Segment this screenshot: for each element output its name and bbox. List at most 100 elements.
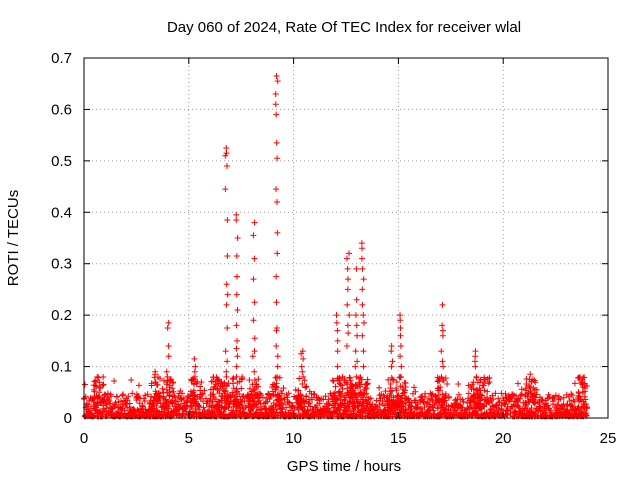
data-point [351, 390, 358, 397]
data-point [100, 381, 107, 388]
data-point [363, 398, 370, 405]
data-point [397, 343, 404, 349]
data-point [129, 390, 136, 397]
data-point [272, 101, 279, 108]
data-point [341, 404, 348, 411]
data-point [352, 363, 359, 370]
data-point [530, 385, 537, 392]
data-point [320, 396, 327, 403]
data-point [354, 358, 361, 365]
data-point [170, 388, 177, 395]
data-point [91, 378, 98, 385]
data-point [210, 385, 217, 392]
data-point [439, 391, 446, 398]
data-point [358, 403, 365, 410]
data-point [221, 400, 228, 407]
data-point [337, 400, 344, 407]
data-point [435, 387, 442, 394]
data-point [199, 390, 206, 397]
data-point [224, 392, 231, 399]
data-point [421, 404, 428, 411]
data-point [144, 391, 151, 398]
data-point [91, 393, 98, 400]
data-point [479, 382, 486, 389]
data-point [412, 388, 419, 395]
data-point [477, 392, 484, 399]
data-point [490, 396, 497, 403]
data-point [473, 399, 480, 406]
data-point [411, 384, 418, 391]
data-point [222, 152, 229, 159]
data-point [209, 378, 216, 385]
data-point [295, 387, 302, 394]
data-point [492, 390, 499, 397]
data-point [236, 378, 243, 385]
data-point [439, 301, 446, 308]
data-point [279, 390, 286, 397]
data-point [308, 396, 315, 403]
data-point [452, 399, 459, 406]
data-point [482, 400, 489, 407]
data-point [237, 396, 244, 403]
data-point [111, 378, 118, 385]
axis-ticks: 0 5 10 15 20 25 0 0.1 0.2 0.3 0.4 0.5 0.6 0.7 [51, 50, 616, 447]
data-point [398, 395, 405, 402]
data-point [156, 394, 163, 401]
data-point [440, 363, 447, 370]
data-point [397, 325, 404, 331]
data-point [169, 385, 176, 392]
data-point [251, 335, 258, 342]
data-point [251, 348, 258, 355]
data-point [298, 350, 305, 357]
data-point [439, 377, 446, 384]
data-point [423, 400, 430, 407]
data-point [165, 319, 172, 326]
data-point [376, 384, 383, 391]
data-point [432, 392, 439, 399]
data-point [363, 400, 370, 407]
data-point [123, 401, 130, 408]
data-point [476, 400, 483, 407]
data-point [128, 377, 135, 384]
data-point [107, 400, 114, 407]
data-point [233, 363, 240, 370]
data-point [91, 402, 98, 409]
data-point [95, 374, 102, 381]
data-point [581, 401, 588, 408]
data-point [532, 379, 539, 386]
data-point [273, 327, 280, 334]
data-point [483, 397, 490, 404]
data-point [490, 403, 497, 410]
data-point [300, 373, 307, 380]
data-point [395, 392, 402, 399]
data-point [162, 397, 169, 404]
x-tick-label: 25 [600, 430, 617, 447]
data-point [223, 281, 230, 288]
data-point [245, 392, 252, 399]
data-point [394, 401, 401, 408]
data-point [247, 393, 254, 400]
data-point [382, 388, 389, 395]
data-point [233, 322, 240, 329]
data-point [550, 401, 557, 408]
data-point [234, 235, 241, 241]
data-point [189, 392, 196, 399]
data-point [538, 396, 545, 403]
data-point [396, 374, 403, 381]
data-point [557, 396, 564, 403]
data-point [349, 403, 356, 410]
data-point [397, 332, 404, 339]
data-point [418, 393, 425, 400]
data-point [108, 393, 115, 400]
data-point [389, 358, 396, 365]
data-point [218, 404, 225, 411]
data-point [367, 395, 374, 402]
data-point [190, 375, 197, 382]
data-point [120, 391, 127, 398]
data-point [106, 397, 113, 404]
data-point [335, 375, 342, 382]
data-point [344, 322, 351, 329]
data-point [359, 301, 366, 308]
data-point [160, 377, 167, 384]
data-point [353, 373, 360, 380]
